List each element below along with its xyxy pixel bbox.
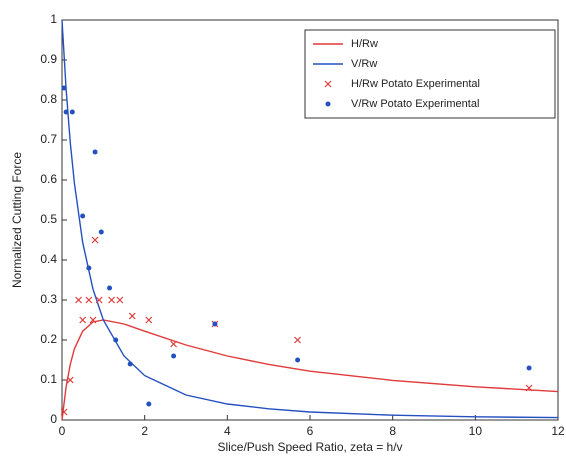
data-point bbox=[129, 313, 135, 319]
x-tick-label: 0 bbox=[59, 424, 66, 438]
data-point bbox=[67, 377, 73, 383]
data-point bbox=[86, 266, 91, 271]
data-point bbox=[527, 366, 532, 371]
chart: Slice/Push Speed Ratio, zeta = h/v Norma… bbox=[0, 0, 566, 461]
data-point bbox=[86, 297, 92, 303]
x-tick-label: 8 bbox=[389, 424, 396, 438]
data-point bbox=[80, 317, 86, 323]
x-tick-label: 10 bbox=[469, 424, 483, 438]
data-point bbox=[92, 237, 98, 243]
x-tick-label: 6 bbox=[307, 424, 314, 438]
data-point bbox=[146, 402, 151, 407]
data-point bbox=[99, 230, 104, 235]
legend-label: H/Rw Potato Experimental bbox=[351, 78, 480, 90]
x-axis-label: Slice/Push Speed Ratio, zeta = h/v bbox=[217, 440, 402, 454]
data-point bbox=[117, 297, 123, 303]
y-tick-label: 0.3 bbox=[40, 292, 57, 306]
data-point bbox=[171, 341, 177, 347]
legend-label: H/Rw bbox=[351, 38, 378, 50]
data-point bbox=[128, 362, 133, 367]
y-tick-label: 0.5 bbox=[40, 212, 57, 226]
y-tick-label: 0.7 bbox=[40, 132, 57, 146]
data-point bbox=[212, 322, 217, 327]
x-tick-label: 4 bbox=[224, 424, 231, 438]
data-point bbox=[295, 358, 300, 363]
data-point bbox=[107, 286, 112, 291]
data-point bbox=[93, 150, 98, 155]
data-point bbox=[76, 297, 82, 303]
y-axis-label: Normalized Cutting Force bbox=[10, 152, 24, 288]
y-tick-label: 1 bbox=[50, 12, 57, 26]
data-point bbox=[80, 214, 85, 219]
data-point bbox=[295, 337, 301, 343]
data-point bbox=[146, 317, 152, 323]
y-tick-label: 0.2 bbox=[40, 332, 57, 346]
y-tick-label: 0.4 bbox=[40, 252, 57, 266]
data-point bbox=[70, 110, 75, 115]
data-point bbox=[62, 86, 67, 91]
y-tick-label: 0.6 bbox=[40, 172, 57, 186]
y-tick-label: 0.9 bbox=[40, 52, 57, 66]
legend-label: V/Rw bbox=[351, 58, 377, 70]
data-point bbox=[171, 354, 176, 359]
legend: H/Rw V/Rw H/Rw Potato Experimental V/Rw Pot… bbox=[305, 30, 555, 118]
legend-label: V/Rw Potato Experimental bbox=[351, 98, 479, 110]
data-point bbox=[64, 110, 69, 115]
data-point bbox=[113, 338, 118, 343]
series-line bbox=[62, 320, 558, 420]
x-tick-label: 12 bbox=[551, 424, 565, 438]
y-tick-label: 0.8 bbox=[40, 92, 57, 106]
y-tick-label: 0.1 bbox=[40, 372, 57, 386]
data-point bbox=[109, 297, 115, 303]
legend-swatch bbox=[326, 102, 331, 107]
y-tick-label: 0 bbox=[50, 412, 57, 426]
x-tick-label: 2 bbox=[141, 424, 148, 438]
